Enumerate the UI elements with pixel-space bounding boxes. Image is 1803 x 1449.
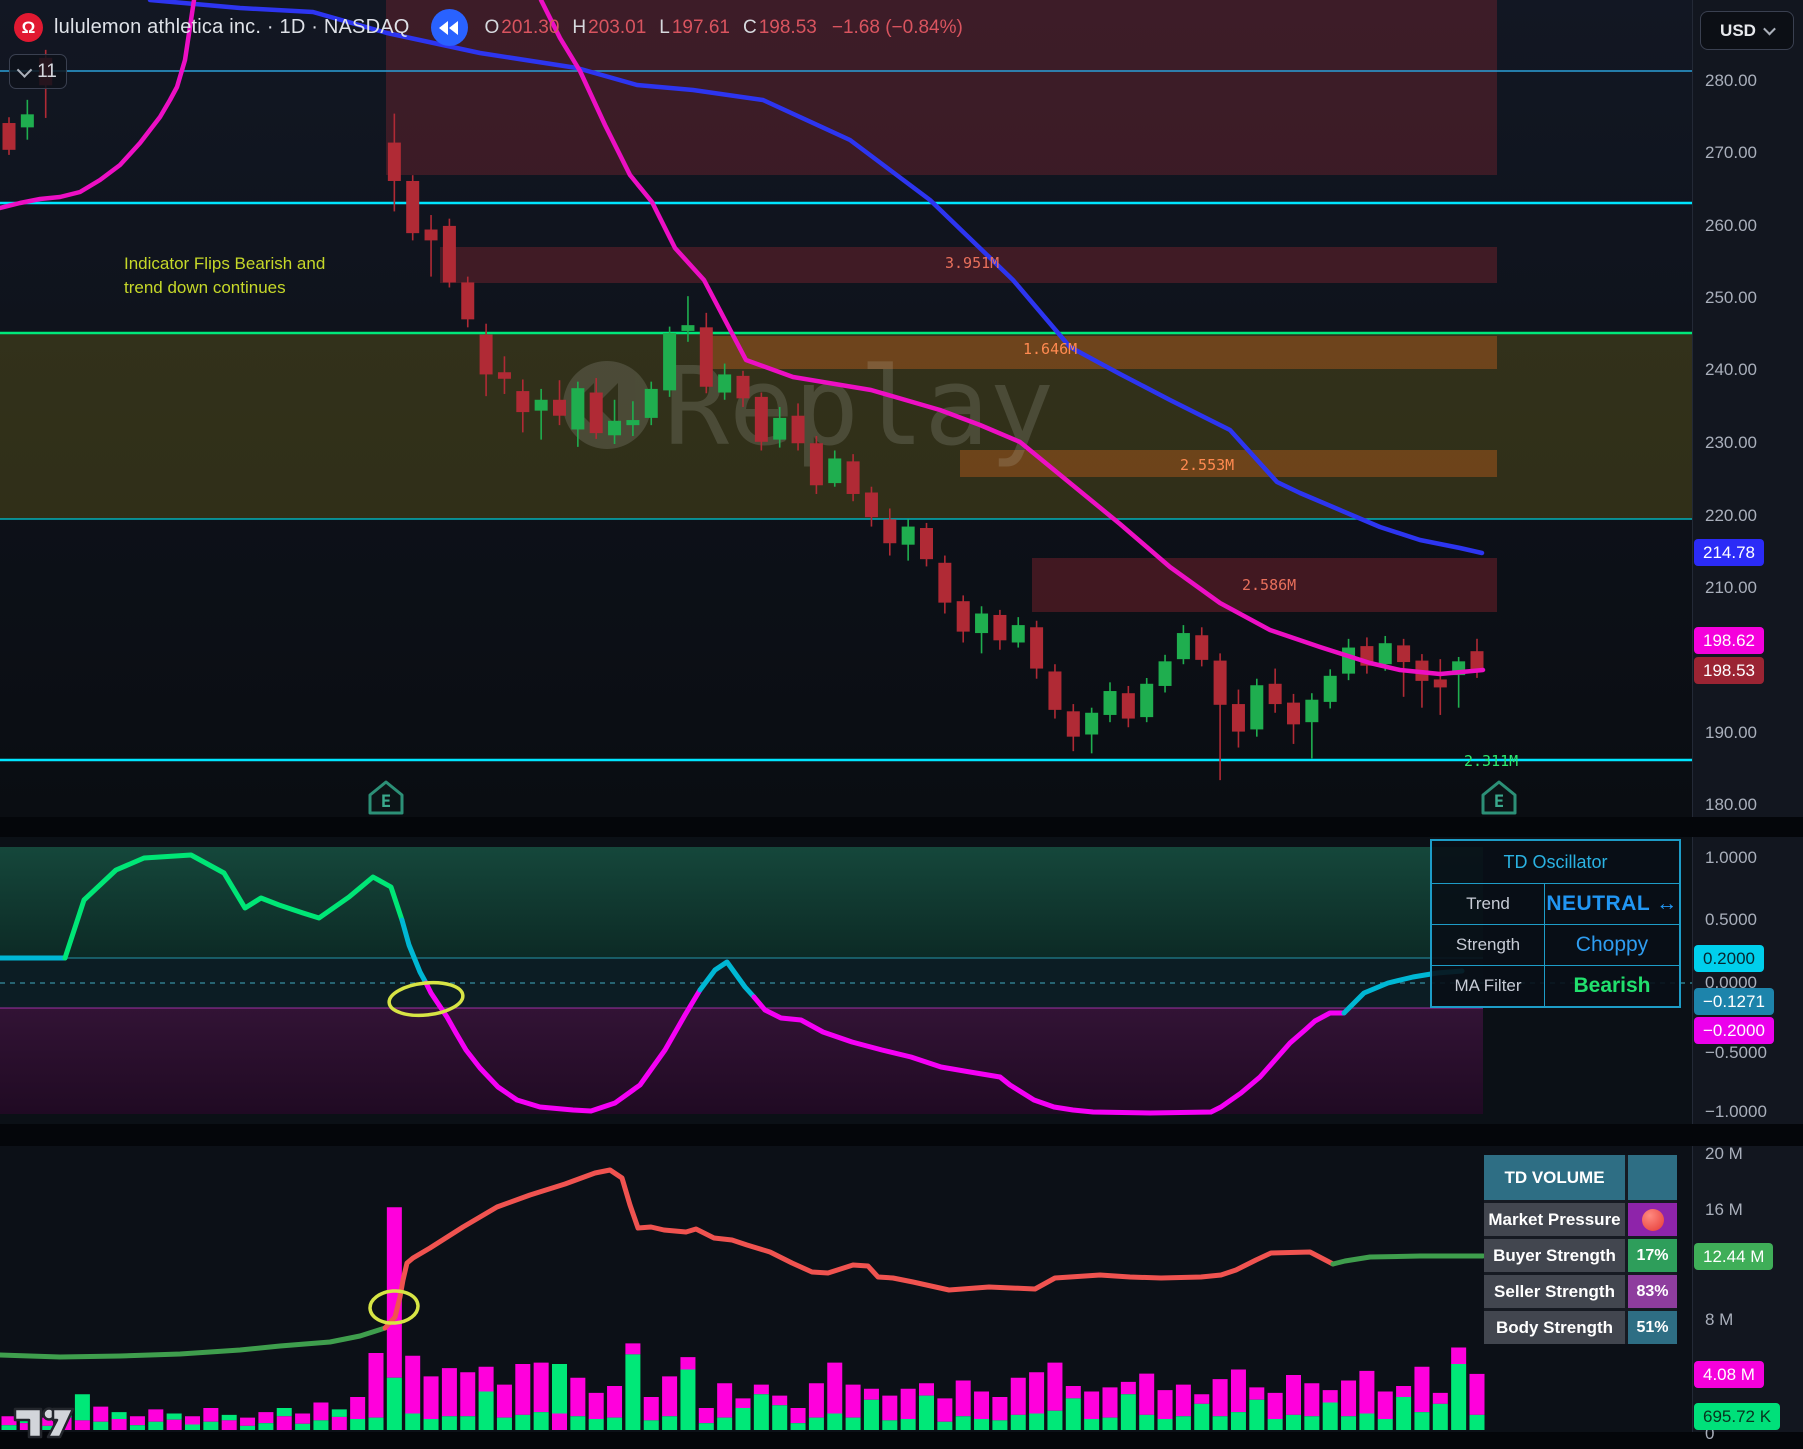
svg-text:E: E xyxy=(381,792,391,812)
change-value: −1.68 (−0.84%) xyxy=(831,16,963,38)
axis-price-badge: −0.1271 xyxy=(1694,988,1774,1015)
buyer-strength-value: 17% xyxy=(1628,1239,1677,1272)
axis-label: 240.00 xyxy=(1705,360,1757,379)
currency-label: USD xyxy=(1720,20,1756,40)
axis-price-badge: 198.53 xyxy=(1694,657,1764,684)
strength-label: Strength xyxy=(1432,925,1545,966)
axis-label: 0.0000 xyxy=(1705,973,1757,992)
trend-value: NEUTRAL ↔ xyxy=(1545,884,1679,925)
td-oscillator-title: TD Oscillator xyxy=(1432,841,1679,884)
axis-label: −0.5000 xyxy=(1705,1043,1767,1062)
axis-price-badge: 12.44 M xyxy=(1694,1243,1774,1270)
axis-label: 270.00 xyxy=(1705,143,1757,162)
price-axis-column[interactable] xyxy=(1692,0,1803,1449)
svg-text:2.311M: 2.311M xyxy=(1464,752,1518,770)
body-strength-label: Body Strength xyxy=(1484,1311,1625,1344)
pane-separator-1[interactable] xyxy=(0,817,1803,837)
td-oscillator-panel: TD Oscillator Trend NEUTRAL ↔ Strength C… xyxy=(1430,839,1681,1008)
svg-text:2.553M: 2.553M xyxy=(1180,456,1234,474)
axis-label: 230.00 xyxy=(1705,433,1757,452)
svg-text:1.646M: 1.646M xyxy=(1023,340,1077,358)
lululemon-logo: Ω xyxy=(14,13,43,42)
bottom-strip xyxy=(0,1432,1803,1449)
svg-text:E: E xyxy=(1494,792,1504,812)
symbol-title[interactable]: lululemon athletica inc. · 1D · NASDAQ xyxy=(54,16,410,38)
bars-count: 11 xyxy=(37,60,57,82)
pane-separator-2[interactable] xyxy=(0,1124,1803,1146)
chart-header: Ω lululemon athletica inc. · 1D · NASDAQ… xyxy=(14,9,963,46)
ma-filter-value: Bearish xyxy=(1573,974,1651,997)
svg-text:2.586M: 2.586M xyxy=(1242,576,1296,594)
svg-text:3.951M: 3.951M xyxy=(945,254,999,272)
red-dot-icon xyxy=(1641,1208,1664,1231)
trend-label: Trend xyxy=(1432,884,1545,925)
axis-label: 220.00 xyxy=(1705,506,1757,525)
ohlc-readout: O 201.30 H 203.01 L 197.61 C 198.53 −1.68 (−… xyxy=(484,16,963,38)
chart-annotation: Indicator Flips Bearish and trend down c… xyxy=(124,254,326,297)
axis-price-badge: 198.62 xyxy=(1694,627,1764,654)
axis-label: 0.5000 xyxy=(1705,910,1757,929)
seller-strength-label: Seller Strength xyxy=(1484,1275,1625,1308)
axis-price-badge: 0.2000 xyxy=(1694,945,1764,972)
axis-label: 1.0000 xyxy=(1705,848,1757,867)
td-volume-title: TD VOLUME xyxy=(1484,1155,1625,1200)
ma-filter-label: MA Filter xyxy=(1432,966,1545,1006)
axis-price-badge: 4.08 M xyxy=(1694,1361,1764,1388)
market-pressure-indicator xyxy=(1628,1203,1677,1236)
axis-label: 260.00 xyxy=(1705,216,1757,235)
replay-button[interactable] xyxy=(430,9,468,46)
axis-label: 8 M xyxy=(1705,1310,1734,1329)
strength-value: Choppy xyxy=(1545,925,1679,966)
tradingview-logo[interactable] xyxy=(12,1402,76,1442)
axis-label: −1.0000 xyxy=(1705,1102,1767,1121)
axis-label: 210.00 xyxy=(1705,578,1757,597)
axis-label: 180.00 xyxy=(1705,795,1757,814)
td-volume-title-spacer xyxy=(1628,1155,1677,1200)
bar-replay-count-button[interactable]: 11 xyxy=(9,54,67,89)
td-volume-panel: TD VOLUME Market Pressure Buyer Strength… xyxy=(1484,1155,1677,1344)
chevron-down-icon xyxy=(1763,22,1776,36)
axis-label: 20 M xyxy=(1705,1144,1743,1163)
high-value: 203.01 xyxy=(588,16,647,38)
axis-label: 190.00 xyxy=(1705,723,1757,742)
axis-label: 280.00 xyxy=(1705,71,1757,90)
axis-price-badge: −0.2000 xyxy=(1694,1017,1774,1044)
axis-price-badge: 214.78 xyxy=(1694,539,1764,566)
currency-selector[interactable]: USD xyxy=(1700,11,1794,50)
axis-label: 250.00 xyxy=(1705,288,1757,307)
chevron-down-icon xyxy=(16,62,33,78)
svg-text:Replay: Replay xyxy=(664,345,1054,470)
open-value: 201.30 xyxy=(501,16,560,38)
close-value: 198.53 xyxy=(758,16,817,38)
buyer-strength-label: Buyer Strength xyxy=(1484,1239,1625,1272)
market-pressure-label: Market Pressure xyxy=(1484,1203,1625,1236)
body-strength-value: 51% xyxy=(1628,1311,1677,1344)
axis-price-badge: 695.72 K xyxy=(1694,1403,1781,1430)
axis-label: 0 xyxy=(1705,1424,1715,1443)
low-value: 197.61 xyxy=(671,16,730,38)
rewind-icon xyxy=(439,20,459,35)
seller-strength-value: 83% xyxy=(1628,1275,1677,1308)
axis-label: 16 M xyxy=(1705,1200,1743,1219)
